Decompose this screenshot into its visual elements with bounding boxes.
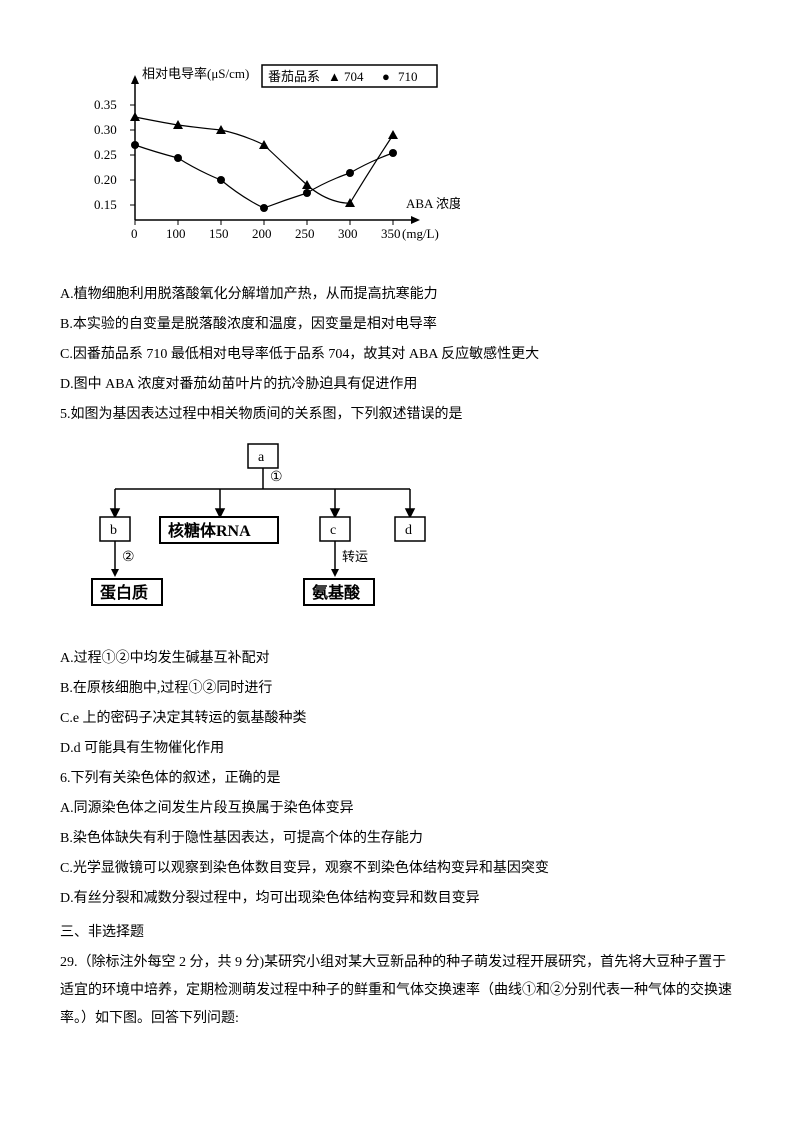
svg-text:100: 100 xyxy=(166,226,186,241)
svg-text:350: 350 xyxy=(381,226,401,241)
series-704-markers xyxy=(130,112,398,207)
svg-text:①: ① xyxy=(270,470,283,485)
q6-option-d: D.有丝分裂和减数分裂过程中，均可出现染色体结构变异和数目变异 xyxy=(60,885,740,913)
svg-text:a: a xyxy=(258,450,265,465)
svg-text:c: c xyxy=(330,523,336,538)
svg-text:0.20: 0.20 xyxy=(94,172,117,187)
q6-option-c: C.光学显微镜可以观察到染色体数目变异，观察不到染色体结构变异和基因突变 xyxy=(60,855,740,883)
q4-option-d: D.图中 ABA 浓度对番茄幼苗叶片的抗冷胁迫具有促进作用 xyxy=(60,371,740,399)
svg-text:300: 300 xyxy=(338,226,358,241)
svg-text:蛋白质: 蛋白质 xyxy=(100,583,148,602)
q6-option-b: B.染色体缺失有利于隐性基因表达，可提高个体的生存能力 xyxy=(60,825,740,853)
legend-704: 704 xyxy=(344,69,364,84)
q5-option-a: A.过程①②中均发生碱基互补配对 xyxy=(60,645,740,673)
svg-text:氨基酸: 氨基酸 xyxy=(312,583,361,602)
q29-stem: 29.（除标注外每空 2 分，共 9 分)某研究小组对某大豆新品种的种子萌发过程… xyxy=(60,949,740,1033)
q5-stem: 5.如图为基因表达过程中相关物质间的关系图，下列叙述错误的是 xyxy=(60,401,740,429)
series-704-line xyxy=(135,117,393,203)
chart-svg: 相对电导率(μS/cm) 番茄品系 ▲ 704 ● 710 0.15 0.20 … xyxy=(80,60,460,255)
svg-text:转运: 转运 xyxy=(342,549,368,564)
q5-diagram: a ① b 核糖体RNA c d ② 蛋白质 转运 氨基酸 xyxy=(90,439,740,630)
x-label: ABA 浓度 xyxy=(406,196,460,211)
svg-text:0.35: 0.35 xyxy=(94,97,117,112)
y-ticks: 0.15 0.20 0.25 0.30 0.35 xyxy=(94,97,135,212)
svg-text:200: 200 xyxy=(252,226,272,241)
q4-chart: 相对电导率(μS/cm) 番茄品系 ▲ 704 ● 710 0.15 0.20 … xyxy=(80,60,740,266)
section-3-title: 三、非选择题 xyxy=(60,919,740,947)
q5-option-c: C.e 上的密码子决定其转运的氨基酸种类 xyxy=(60,705,740,733)
svg-text:b: b xyxy=(110,523,117,538)
svg-text:●: ● xyxy=(382,69,390,84)
q4-option-b: B.本实验的自变量是脱落酸浓度和温度，因变量是相对电导率 xyxy=(60,311,740,339)
series-710-markers xyxy=(131,141,397,212)
y-axis-label: 相对电导率(μS/cm) xyxy=(142,66,249,81)
q5-option-b: B.在原核细胞中,过程①②同时进行 xyxy=(60,675,740,703)
legend-title: 番茄品系 xyxy=(268,69,320,84)
q6-stem: 6.下列有关染色体的叙述，正确的是 xyxy=(60,765,740,793)
svg-text:0.15: 0.15 xyxy=(94,197,117,212)
q6-option-a: A.同源染色体之间发生片段互换属于染色体变异 xyxy=(60,795,740,823)
x-ticks: 0 100 150 200 250 300 350 xyxy=(131,220,401,241)
svg-text:d: d xyxy=(405,523,412,538)
legend-710: 710 xyxy=(398,69,418,84)
q4-option-a: A.植物细胞利用脱落酸氧化分解增加产热，从而提高抗寒能力 xyxy=(60,281,740,309)
series-710-line xyxy=(135,145,393,208)
q5-option-d: D.d 可能具有生物催化作用 xyxy=(60,735,740,763)
svg-text:150: 150 xyxy=(209,226,229,241)
svg-text:核糖体RNA: 核糖体RNA xyxy=(168,521,251,540)
svg-text:▲: ▲ xyxy=(328,69,341,84)
svg-text:0: 0 xyxy=(131,226,138,241)
q4-option-c: C.因番茄品系 710 最低相对电导率低于品系 704，故其对 ABA 反应敏感… xyxy=(60,341,740,369)
svg-text:②: ② xyxy=(122,550,135,565)
svg-text:250: 250 xyxy=(295,226,315,241)
svg-text:0.25: 0.25 xyxy=(94,147,117,162)
x-unit: (mg/L) xyxy=(402,226,439,241)
svg-text:0.30: 0.30 xyxy=(94,122,117,137)
